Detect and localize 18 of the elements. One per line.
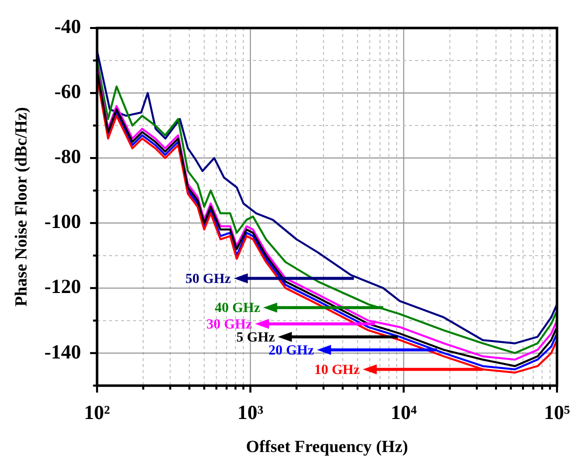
annotation: 40 GHz (214, 301, 260, 316)
annotation: 10 GHz (314, 362, 360, 378)
y-tick-label: -100 (44, 211, 82, 234)
annotation: 30 GHz (206, 317, 252, 332)
y-tick-label: -140 (44, 341, 82, 364)
x-axis-title: Offset Frequency (Hz) (246, 437, 408, 456)
y-tick-label: -60 (54, 81, 82, 104)
y-tick-label: -40 (54, 16, 82, 38)
y-axis-title: Phase Noise Floor (dBc/Hz) (12, 107, 31, 307)
annotation: 50 GHz (185, 272, 231, 287)
x-tick-label: 10² (84, 402, 110, 424)
x-tick-label: 10⁴ (390, 402, 417, 424)
annotation: 5 GHz (236, 330, 275, 346)
y-tick-label: -120 (44, 276, 82, 298)
annotation: 20 GHz (268, 343, 314, 358)
x-tick-label: 10³ (237, 402, 264, 424)
y-tick-label: -80 (54, 146, 82, 168)
x-tick-label: 10⁵ (544, 402, 570, 424)
